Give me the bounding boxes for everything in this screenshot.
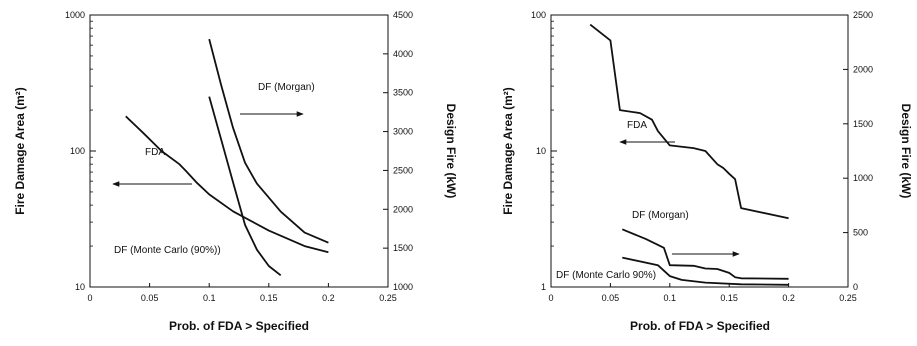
right-y-tick-label: 1 xyxy=(541,282,546,292)
left-annot-fda: FDA xyxy=(145,147,165,158)
right-y2-ticks: 0 500 1000 1500 2000 2500 xyxy=(843,10,873,292)
right-x-tick-label: 0.15 xyxy=(720,293,738,303)
right-y2-tick-label: 1000 xyxy=(853,173,873,183)
right-chart: 0 0.05 0.1 0.15 0.2 0.25 1 10 100 0 500 1000 1500 2… xyxy=(501,10,913,333)
right-y-tick-label: 100 xyxy=(531,10,546,20)
right-x-axis-label: Prob. of FDA > Specified xyxy=(630,319,770,333)
left-annot-df-morgan: DF (Morgan) xyxy=(258,82,315,93)
right-annot-df-morgan: DF (Morgan) xyxy=(632,210,689,221)
left-y-tick-label: 1000 xyxy=(65,10,85,20)
left-y2-tick-label: 2000 xyxy=(393,204,413,214)
right-y-tick-label: 10 xyxy=(536,146,546,156)
right-plot-frame xyxy=(550,14,849,288)
right-x-tick-label: 0.05 xyxy=(602,293,620,303)
right-y2-tick-label: 1500 xyxy=(853,119,873,129)
left-x-ticks: 0 0.05 0.1 0.15 0.2 0.25 xyxy=(87,283,397,303)
right-series-line-df-monte-carlo-90 xyxy=(622,256,789,286)
right-y2-axis-label: Design Fire (kW) xyxy=(899,104,913,199)
right-y-axis-label: Fire Damage Area (m²) xyxy=(501,87,515,215)
left-x-axis-label: Prob. of FDA > Specified xyxy=(169,319,309,333)
right-series-group xyxy=(589,23,789,286)
right-x-tick-label: 0 xyxy=(548,293,553,303)
right-annot-fda: FDA xyxy=(627,120,647,131)
left-y2-tick-label: 1500 xyxy=(393,243,413,253)
left-y-tick-label: 10 xyxy=(75,282,85,292)
right-y2-tick-label: 2500 xyxy=(853,10,873,20)
left-series-line-df-morgan xyxy=(208,38,329,244)
left-y2-tick-label: 2500 xyxy=(393,165,413,175)
left-y2-tick-label: 4500 xyxy=(393,10,413,20)
left-series-line-fda xyxy=(125,115,329,254)
left-y2-ticks: 1000 1500 2000 2500 3000 3500 4000 4500 xyxy=(383,10,413,292)
left-y-ticks: 10 100 1000 xyxy=(65,10,96,292)
left-x-tick-label: 0.2 xyxy=(322,293,335,303)
right-x-tick-label: 0.2 xyxy=(782,293,795,303)
right-series-line-df-morgan xyxy=(621,228,789,280)
left-y2-axis-label: Design Fire (kW) xyxy=(444,104,458,199)
left-x-tick-label: 0.05 xyxy=(141,293,159,303)
left-y2-tick-label: 3500 xyxy=(393,88,413,98)
left-y2-tick-label: 3000 xyxy=(393,127,413,137)
right-y2-tick-label: 0 xyxy=(853,282,858,292)
left-y-tick-label: 100 xyxy=(70,146,85,156)
left-x-tick-label: 0.25 xyxy=(379,293,397,303)
right-y2-tick-label: 2000 xyxy=(853,64,873,74)
left-x-tick-label: 0.1 xyxy=(203,293,216,303)
right-y-ticks: 1 10 100 xyxy=(531,10,557,292)
right-annot-df-monte-carlo: DF (Monte Carlo 90%) xyxy=(556,270,656,281)
left-y-axis-label: Fire Damage Area (m²) xyxy=(13,87,27,215)
left-y2-tick-label: 1000 xyxy=(393,282,413,292)
left-series-group xyxy=(125,38,329,277)
left-chart: 0 0.05 0.1 0.15 0.2 0.25 10 100 1000 1000 1500 20… xyxy=(13,10,458,333)
right-y2-tick-label: 500 xyxy=(853,228,868,238)
left-x-tick-label: 0.15 xyxy=(260,293,278,303)
left-annot-df-monte-carlo: DF (Monte Carlo (90%)) xyxy=(114,245,221,256)
left-series-line-df-monte-carlo-90 xyxy=(208,96,282,277)
right-x-tick-label: 0.1 xyxy=(664,293,677,303)
left-y2-tick-label: 4000 xyxy=(393,49,413,59)
right-x-ticks: 0 0.05 0.1 0.15 0.2 0.25 xyxy=(548,283,857,303)
right-x-tick-label: 0.25 xyxy=(839,293,857,303)
left-x-tick-label: 0 xyxy=(87,293,92,303)
right-series-line-fda xyxy=(589,23,789,220)
